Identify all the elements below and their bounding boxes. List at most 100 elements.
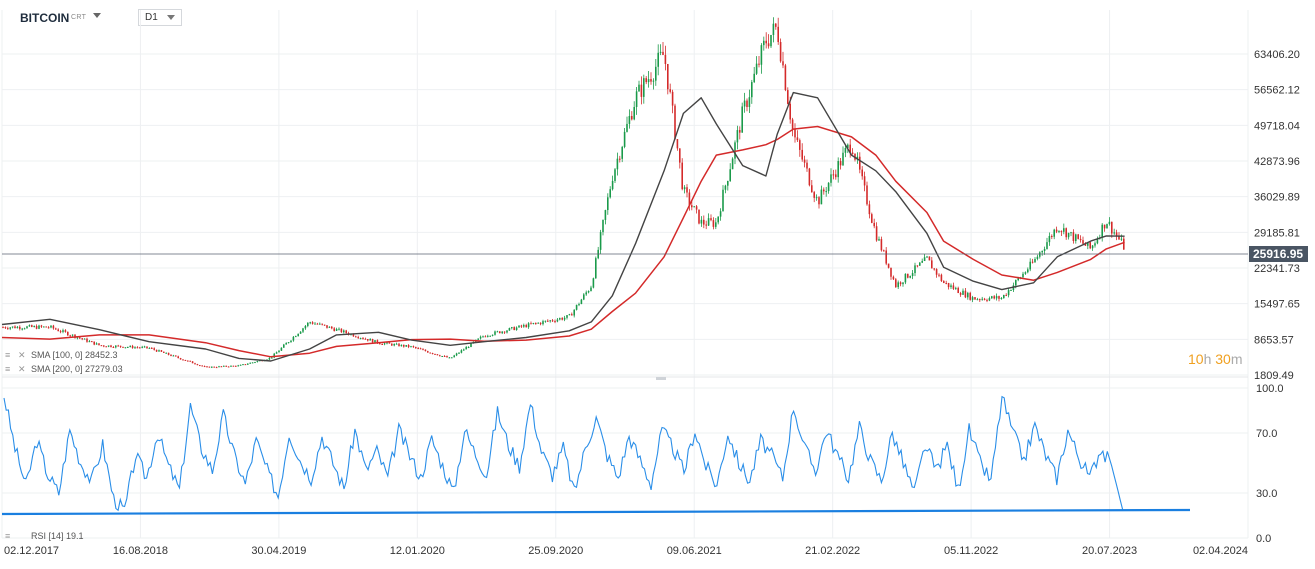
candle-body <box>410 346 412 348</box>
candle-body <box>489 335 491 337</box>
candle-body <box>782 61 784 66</box>
candle-body <box>158 350 160 352</box>
sma200-legend[interactable]: ≡ ✕ SMA [200, 0] 27279.03 <box>5 364 123 374</box>
candle-body <box>796 137 799 141</box>
candle-body <box>335 328 338 331</box>
candle-body <box>991 296 993 299</box>
candle-body <box>95 343 98 345</box>
menu-icon[interactable]: ≡ <box>5 364 10 374</box>
candle-body <box>1108 221 1111 225</box>
candle-body <box>772 23 775 36</box>
candle-body <box>539 322 542 325</box>
close-icon[interactable]: ✕ <box>18 350 26 360</box>
candle-body <box>806 162 808 169</box>
candle-body <box>511 327 513 329</box>
candle-body <box>575 304 578 310</box>
rsi-trendline[interactable] <box>1 508 1191 516</box>
candle-body <box>835 174 837 178</box>
candle-body <box>568 314 571 316</box>
symbol-dropdown-icon[interactable] <box>93 13 101 18</box>
candle-body <box>275 352 278 354</box>
candle-body <box>851 152 854 154</box>
candle-body <box>1113 232 1115 234</box>
symbol-name[interactable]: BITCOIN <box>20 11 70 25</box>
candle-body <box>971 297 974 300</box>
candle-body <box>383 343 386 345</box>
candle-body <box>808 168 811 186</box>
candle-body <box>494 331 496 335</box>
candle-body <box>815 197 818 199</box>
candle-body <box>664 54 667 64</box>
candle-body <box>206 366 208 368</box>
rsi-axis[interactable]: 100.0 70.0 30.0 0.0 <box>1256 383 1284 545</box>
candle-body <box>844 147 847 153</box>
candle-body <box>734 142 736 159</box>
candle-body <box>515 327 518 331</box>
candle-body <box>1029 261 1031 270</box>
candle-body <box>50 325 52 328</box>
y-tick-label: 29185.81 <box>1254 227 1300 239</box>
candle-body <box>93 341 95 345</box>
time-axis[interactable]: 02.12.2017 16.08.2018 30.04.2019 12.01.2020… <box>4 545 1248 557</box>
candle-body <box>837 161 839 178</box>
candle-body <box>98 343 100 346</box>
candle-body <box>890 267 892 277</box>
candle-body <box>573 309 575 316</box>
candle-body <box>81 338 83 340</box>
candle-body <box>943 281 945 283</box>
candle-body <box>839 161 842 166</box>
candle-body <box>115 345 117 348</box>
candle-body <box>535 322 537 324</box>
candle-body <box>45 326 47 328</box>
rsi-legend[interactable]: ≡ RSI [14] 19.1 <box>5 531 84 541</box>
candle-body <box>640 84 643 97</box>
candle-body <box>767 43 770 47</box>
candle-body <box>443 355 446 357</box>
y-tick-label: 49718.04 <box>1254 120 1300 132</box>
candle-body <box>895 279 897 288</box>
candle-body <box>326 325 328 328</box>
sma100-legend[interactable]: ≡ ✕ SMA [100, 0] 28452.3 <box>5 350 118 360</box>
x-tick-label: 05.11.2022 <box>944 545 998 557</box>
y-tick-label: 42873.96 <box>1254 156 1300 168</box>
candle-body <box>1063 228 1065 232</box>
candle-body <box>357 337 359 339</box>
candle-body <box>189 360 191 362</box>
candle-body <box>787 90 789 104</box>
candle-body <box>1106 224 1108 229</box>
close-icon[interactable]: ✕ <box>18 364 26 374</box>
candle-body <box>434 353 436 355</box>
sma100-line <box>1 91 1125 362</box>
candle-body <box>455 353 458 356</box>
menu-icon[interactable]: ≡ <box>5 531 10 541</box>
candle-body <box>249 362 251 364</box>
candle-body <box>501 331 503 334</box>
candle-body <box>847 144 849 148</box>
candle-body <box>700 219 703 224</box>
candle-body <box>513 327 515 331</box>
candle-body <box>686 187 688 193</box>
candle-body <box>295 336 297 338</box>
price-axis[interactable]: 63406.20 56562.12 49718.04 42873.96 36029.89… <box>1254 49 1300 382</box>
candle-body <box>386 342 388 344</box>
timeframe-select[interactable]: D1 <box>138 9 182 26</box>
candle-body <box>1087 242 1089 246</box>
candle-body <box>1111 221 1113 234</box>
candle-body <box>602 219 604 233</box>
candle-body <box>544 320 547 322</box>
candle-body <box>439 355 441 357</box>
candle-body <box>11 326 14 328</box>
candle-body <box>230 365 232 367</box>
candle-body <box>703 219 705 225</box>
menu-icon[interactable]: ≡ <box>5 350 10 360</box>
candle-body <box>933 268 935 270</box>
candle-body <box>1015 280 1017 286</box>
candle-body <box>875 226 878 241</box>
candle-body <box>523 325 525 327</box>
candle-body <box>107 345 110 347</box>
candle-body <box>103 345 105 347</box>
candle-body <box>587 291 590 293</box>
pane-resize-handle[interactable] <box>656 377 666 380</box>
candle-body <box>422 349 424 351</box>
